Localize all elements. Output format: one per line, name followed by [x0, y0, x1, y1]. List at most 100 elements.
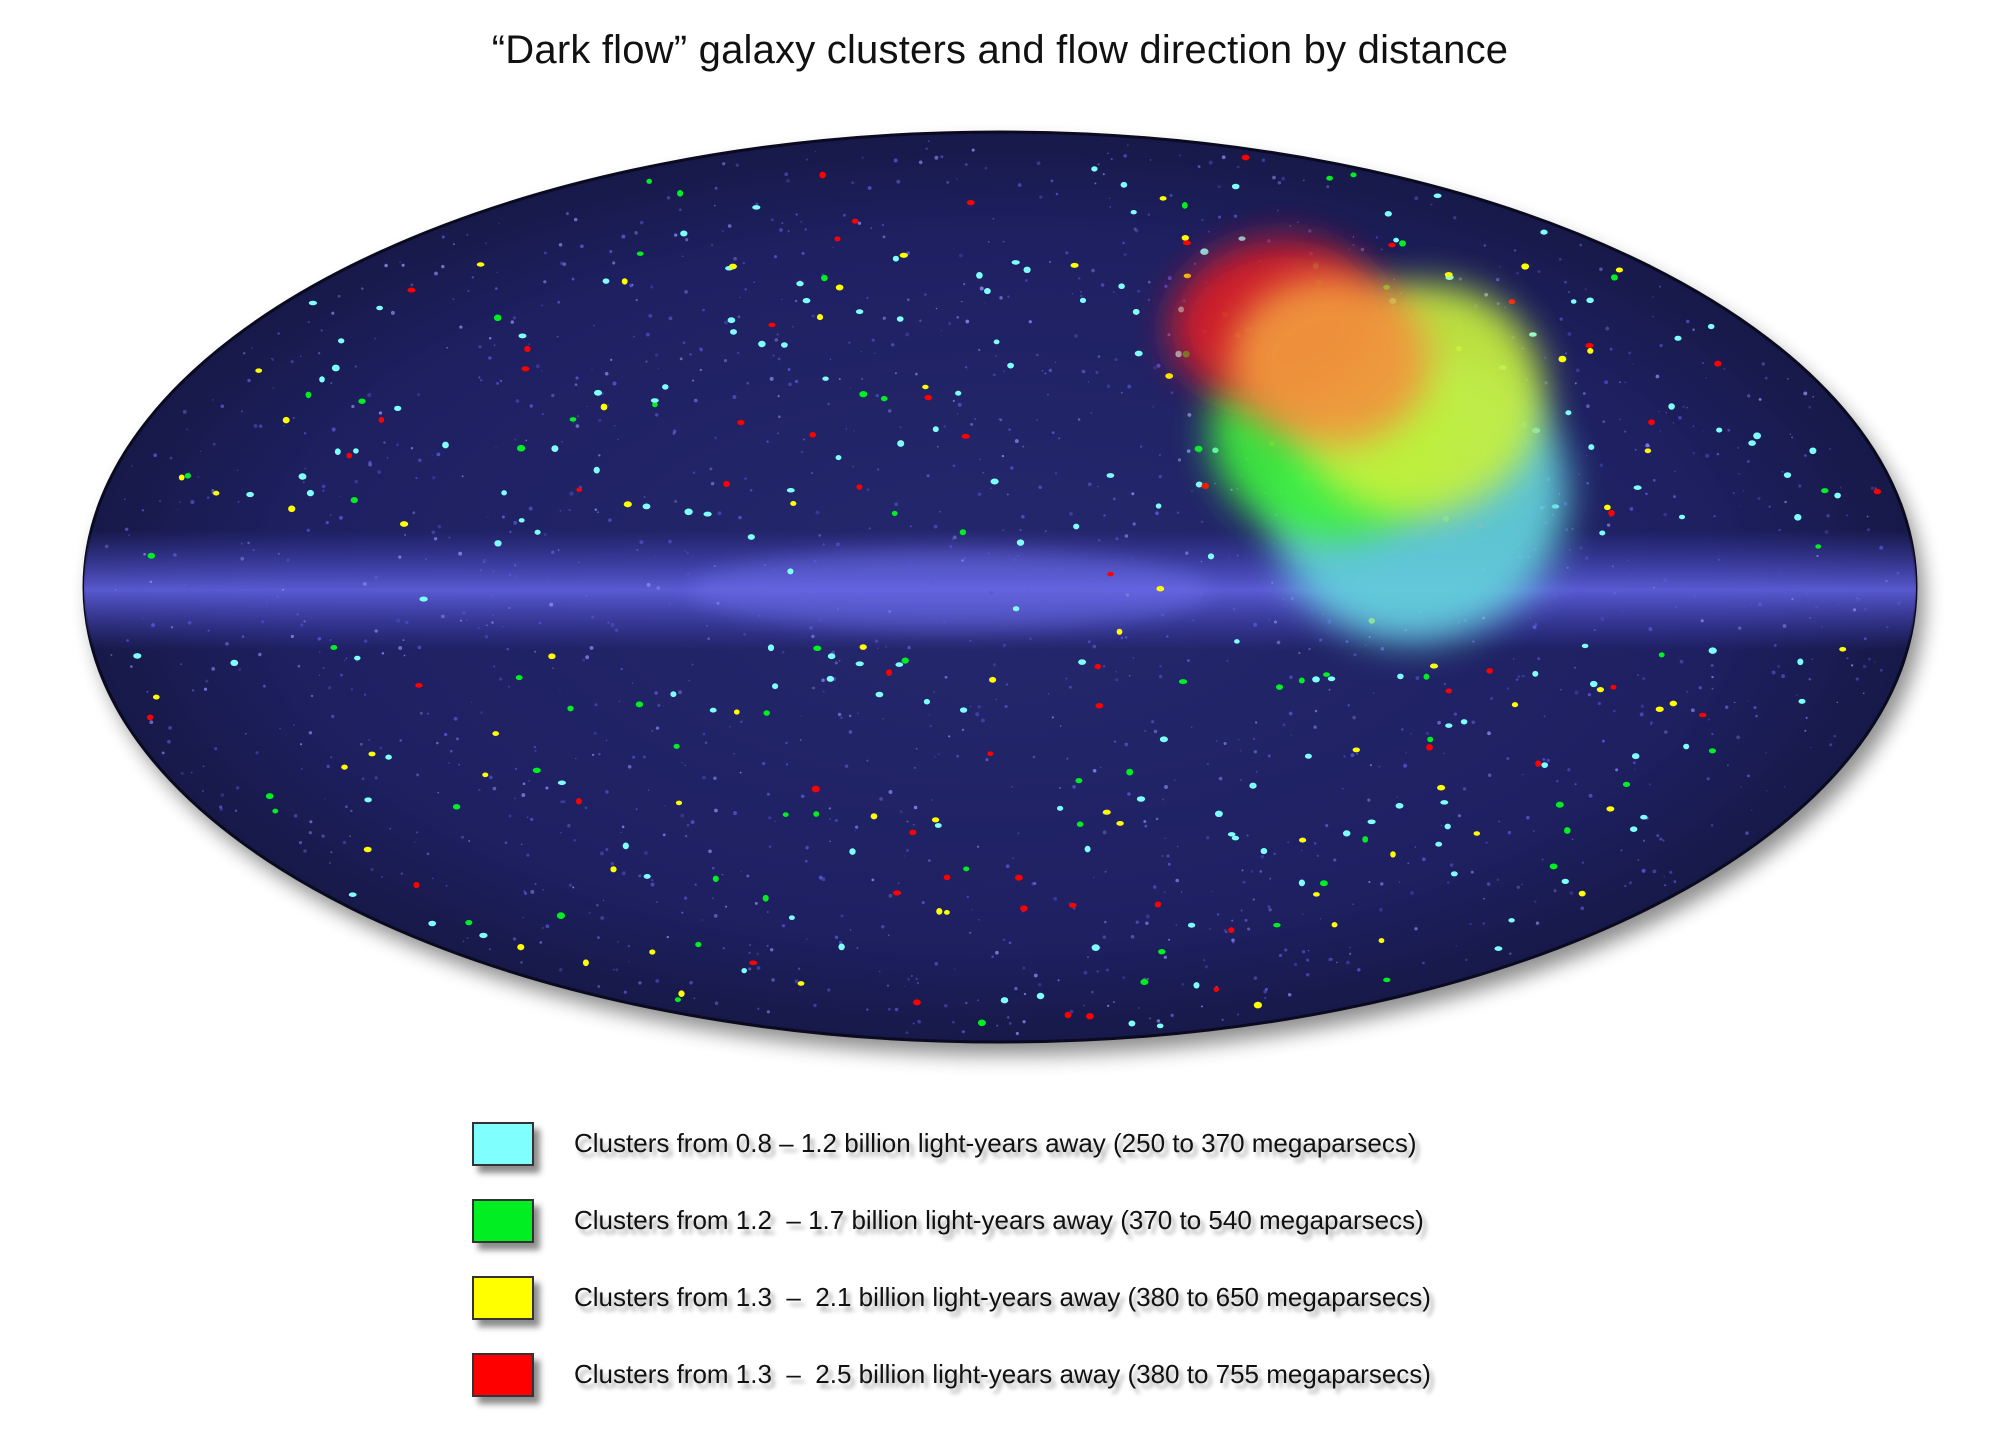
cluster-marker	[1136, 796, 1146, 802]
background-star	[168, 726, 173, 730]
background-star	[1634, 448, 1637, 451]
background-star	[1532, 830, 1535, 832]
cluster-marker	[1154, 901, 1162, 908]
background-star	[277, 552, 280, 555]
background-star	[729, 725, 731, 728]
background-star	[959, 581, 961, 583]
background-star	[707, 637, 711, 641]
background-star	[1044, 529, 1047, 533]
background-star	[632, 755, 636, 759]
cluster-marker	[1794, 513, 1802, 521]
background-star	[1039, 195, 1043, 199]
cluster-marker	[1231, 183, 1240, 190]
legend-swatch-yellow	[472, 1276, 534, 1320]
background-star	[1097, 485, 1099, 488]
background-star	[811, 634, 815, 639]
background-star	[1012, 857, 1015, 860]
background-star	[1204, 965, 1209, 969]
background-star	[300, 623, 304, 627]
background-star	[915, 372, 918, 376]
background-star	[262, 684, 266, 688]
background-star	[957, 402, 962, 407]
background-star	[455, 737, 459, 741]
background-star	[887, 409, 892, 413]
background-star	[1125, 593, 1130, 597]
background-star	[1453, 712, 1458, 716]
background-star	[966, 895, 970, 899]
background-star	[716, 601, 720, 605]
cluster-marker	[567, 705, 574, 712]
background-star	[663, 705, 665, 707]
background-star	[1048, 368, 1053, 373]
background-star	[702, 597, 706, 601]
background-star	[401, 263, 405, 267]
background-star	[1824, 530, 1829, 534]
background-star	[404, 534, 406, 536]
background-star	[1656, 834, 1660, 838]
background-star	[1325, 824, 1329, 828]
cluster-marker	[987, 751, 994, 756]
background-star	[744, 477, 747, 480]
background-star	[778, 227, 783, 232]
background-star	[1808, 405, 1812, 409]
cluster-marker	[1084, 845, 1091, 853]
cluster-marker	[1078, 659, 1087, 665]
background-star	[379, 746, 383, 750]
background-star	[623, 990, 627, 994]
background-star	[355, 660, 358, 662]
legend-label: Clusters from 1.2 – 1.7 billion light-ye…	[574, 1205, 1424, 1235]
background-star	[1153, 366, 1157, 370]
background-star	[1123, 154, 1127, 158]
background-star	[654, 413, 659, 417]
legend-item-2: Clusters from 1.3 – 2.1 billion light-ye…	[472, 1276, 1672, 1322]
cluster-marker	[330, 645, 338, 650]
background-star	[1293, 962, 1298, 967]
background-star	[1065, 677, 1068, 680]
background-star	[1237, 738, 1240, 741]
background-star	[1706, 777, 1710, 781]
background-star	[560, 831, 562, 834]
background-star	[367, 393, 372, 397]
cluster-marker	[827, 653, 836, 660]
background-star	[580, 244, 584, 249]
cluster-marker	[184, 473, 191, 479]
background-star	[318, 352, 321, 355]
background-star	[1273, 620, 1278, 624]
background-star	[146, 690, 149, 693]
background-star	[692, 554, 694, 557]
background-star	[961, 728, 965, 732]
background-star	[1868, 657, 1871, 661]
background-star	[1593, 629, 1596, 632]
cluster-marker	[680, 230, 688, 237]
background-star	[1713, 515, 1716, 518]
cluster-marker	[1241, 154, 1250, 161]
background-star	[452, 243, 455, 246]
background-star	[1181, 982, 1185, 986]
background-star	[1038, 485, 1042, 489]
background-star	[510, 320, 514, 324]
background-star	[514, 438, 517, 441]
background-star	[484, 635, 489, 639]
background-star	[1253, 750, 1258, 754]
cluster-marker	[532, 767, 541, 774]
cluster-marker	[1588, 444, 1595, 451]
background-star	[399, 739, 402, 742]
cluster-marker	[1555, 801, 1564, 808]
background-star	[1758, 602, 1762, 607]
background-star	[552, 667, 554, 669]
background-star	[417, 645, 422, 650]
background-star	[896, 179, 901, 184]
background-star	[1336, 961, 1338, 964]
background-star	[1579, 243, 1583, 247]
background-star	[1114, 357, 1118, 362]
background-star	[1281, 596, 1286, 601]
cluster-marker	[1213, 986, 1220, 992]
background-star	[1033, 973, 1038, 978]
background-star	[1732, 492, 1735, 494]
background-star	[331, 714, 335, 719]
background-star	[908, 563, 912, 567]
background-star	[1852, 608, 1857, 612]
background-star	[1692, 328, 1695, 331]
background-star	[991, 955, 994, 959]
background-star	[605, 739, 608, 742]
